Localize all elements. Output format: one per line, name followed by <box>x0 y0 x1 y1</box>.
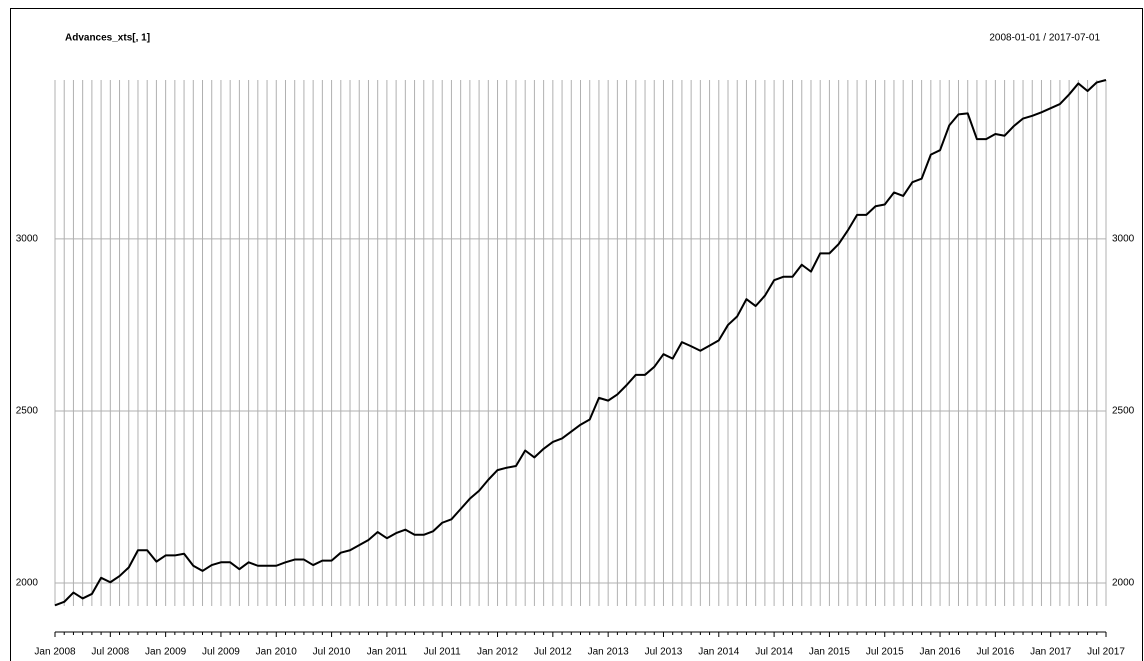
chart-title: Advances_xts[, 1] <box>65 33 150 44</box>
date-range: 2008-01-01 / 2017-07-01 <box>989 33 1100 44</box>
x-tick-label: Jan 2013 <box>588 647 630 658</box>
x-tick-label: Jul 2014 <box>755 647 793 658</box>
x-tick-label: Jul 2017 <box>1087 647 1125 658</box>
y-tick-label-right: 2500 <box>1112 406 1135 417</box>
x-tick-label: Jan 2015 <box>809 647 851 658</box>
data-line <box>54 79 1107 607</box>
x-tick-label: Jan 2017 <box>1030 647 1072 658</box>
x-tick-label: Jul 2009 <box>202 647 240 658</box>
x-tick-label: Jan 2010 <box>256 647 298 658</box>
x-tick-label: Jul 2010 <box>313 647 351 658</box>
x-tick-label: Jan 2011 <box>367 647 408 658</box>
x-tick-label: Jan 2014 <box>698 647 740 658</box>
y-tick-label-right: 3000 <box>1112 234 1135 245</box>
y-tick-label: 2500 <box>16 406 39 417</box>
y-tick-label: 2000 <box>16 578 39 589</box>
frame <box>10 8 1143 661</box>
x-tick-label: Jan 2009 <box>145 647 187 658</box>
x-tick-label: Jan 2008 <box>34 647 76 658</box>
x-tick-label: Jan 2012 <box>477 647 519 658</box>
y-tick-label-right: 2000 <box>1112 578 1135 589</box>
x-tick-label: Jul 2012 <box>534 647 572 658</box>
x-tick-label: Jul 2008 <box>91 647 129 658</box>
x-tick-label: Jul 2011 <box>424 647 462 658</box>
y-tick-label: 3000 <box>16 234 39 245</box>
x-tick-label: Jul 2013 <box>645 647 683 658</box>
x-tick-label: Jul 2016 <box>976 647 1014 658</box>
x-tick-label: Jul 2015 <box>866 647 904 658</box>
x-tick-label: Jan 2016 <box>919 647 961 658</box>
